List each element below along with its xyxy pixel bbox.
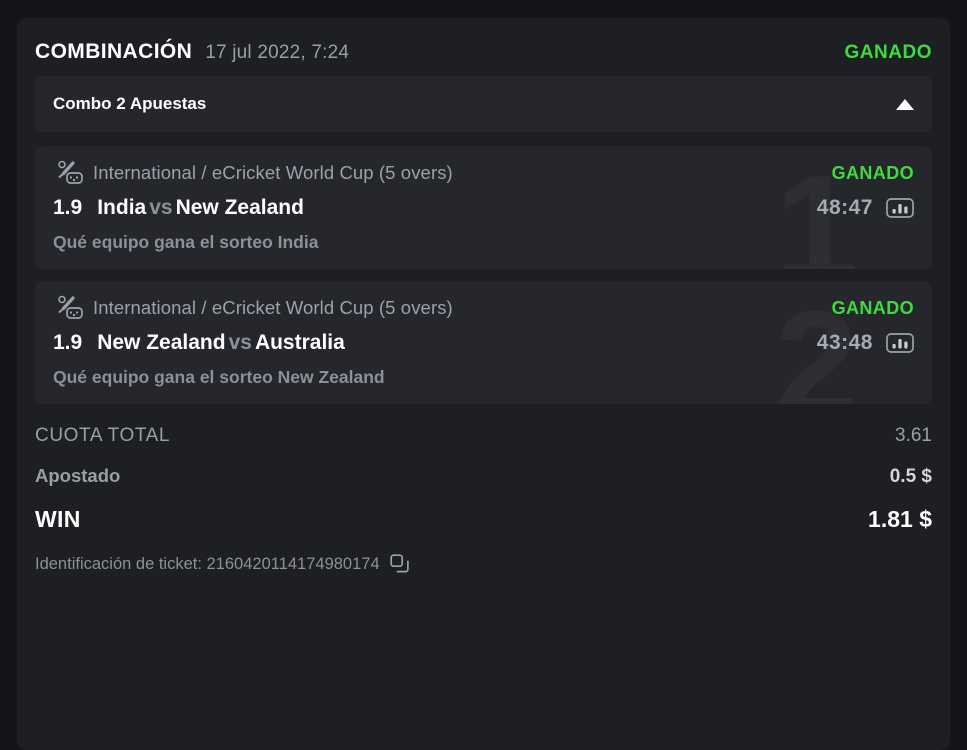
- combo-toggle-bar[interactable]: Combo 2 Apuestas: [35, 76, 932, 132]
- bet-status-badge: GANADO: [831, 297, 914, 318]
- bet-status-badge: GANADO: [831, 162, 914, 183]
- bet-match-row: 1.9 New Zealand vs Australia 43:48: [53, 331, 914, 355]
- win-value: 1.81 $: [868, 506, 932, 532]
- bar-chart-icon[interactable]: [886, 331, 914, 355]
- bet-odds: 1.9: [53, 331, 83, 354]
- copy-icon[interactable]: [389, 554, 410, 574]
- ticket-footer: Identificación de ticket: 21604201141749…: [35, 554, 932, 574]
- stake-row: Apostado 0.5 $: [35, 456, 932, 497]
- win-row: WIN 1.81 $: [35, 497, 932, 542]
- list-item[interactable]: 2 International / eCricket: [35, 281, 932, 404]
- win-label: WIN: [35, 506, 81, 532]
- bet-market-selection: Qué equipo gana el sorteo New Zealand: [53, 367, 385, 387]
- ecricket-icon: [53, 295, 87, 321]
- bet-teams: New Zealand vs Australia: [97, 331, 345, 355]
- team-home: India: [97, 196, 147, 219]
- triangle-up-icon[interactable]: [896, 98, 914, 110]
- vs-label: vs: [149, 196, 173, 219]
- total-odds-value: 3.61: [895, 425, 932, 446]
- bet-teams: India vs New Zealand: [97, 196, 304, 220]
- bar-chart-icon[interactable]: [886, 196, 914, 220]
- ticket-id: Identificación de ticket: 21604201141749…: [35, 554, 380, 573]
- bet-match-row: 1.9 India vs New Zealand 48:47: [53, 196, 914, 220]
- bet-odds: 1.9: [53, 196, 83, 219]
- page-title: COMBINACIÓN: [35, 40, 193, 63]
- list-item[interactable]: 1 International / eCricket: [35, 146, 932, 269]
- vs-label: vs: [228, 331, 252, 354]
- ticket-date: 17 jul 2022, 7:24: [205, 42, 350, 63]
- combo-label: Combo 2 Apuestas: [53, 94, 207, 113]
- team-home: New Zealand: [97, 331, 226, 354]
- total-odds-label: CUOTA TOTAL: [35, 425, 171, 446]
- bet-ticket-card: COMBINACIÓN 17 jul 2022, 7:24 GANADO Com…: [17, 18, 950, 750]
- team-away: Australia: [254, 331, 345, 354]
- status-badge: GANADO: [844, 42, 932, 63]
- bet-score: 48:47: [816, 196, 873, 219]
- stake-value: 0.5 $: [889, 466, 932, 487]
- ticket-header: COMBINACIÓN 17 jul 2022, 7:24 GANADO: [17, 18, 950, 76]
- bet-list: 1 International / eCricket: [35, 146, 932, 404]
- bet-league-name: International / eCricket World Cup (5 ov…: [93, 162, 453, 183]
- bet-league-row: International / eCricket World Cup (5 ov…: [53, 160, 914, 186]
- bet-market-selection: Qué equipo gana el sorteo India: [53, 232, 319, 252]
- ecricket-icon: [53, 160, 87, 186]
- bet-league-row: International / eCricket World Cup (5 ov…: [53, 295, 914, 321]
- ticket-summary: CUOTA TOTAL 3.61 Apostado 0.5 $ WIN 1.81…: [35, 416, 932, 542]
- stake-label: Apostado: [35, 465, 121, 486]
- total-odds-row: CUOTA TOTAL 3.61: [35, 416, 932, 456]
- bet-score: 43:48: [816, 331, 873, 354]
- team-away: New Zealand: [175, 196, 304, 219]
- bet-league-name: International / eCricket World Cup (5 ov…: [93, 297, 453, 318]
